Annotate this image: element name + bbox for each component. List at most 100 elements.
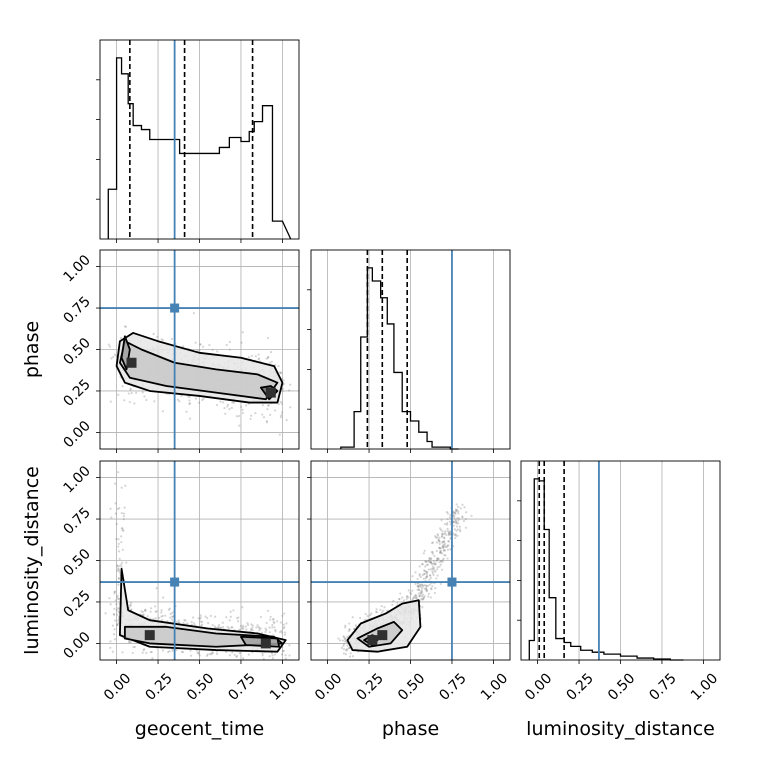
scatter-point bbox=[418, 565, 421, 568]
scatter-point bbox=[268, 631, 271, 634]
x-tick-label: 0.25 bbox=[564, 670, 597, 703]
scatter-point bbox=[228, 348, 231, 351]
scatter-point bbox=[464, 511, 468, 514]
scatter-point bbox=[434, 563, 437, 566]
scatter-point bbox=[436, 557, 439, 560]
scatter-point bbox=[215, 626, 218, 629]
scatter-point bbox=[258, 627, 261, 630]
scatter-point bbox=[141, 610, 145, 614]
scatter-point bbox=[279, 372, 283, 375]
scatter-point bbox=[345, 649, 348, 652]
scatter-point bbox=[268, 655, 271, 658]
scatter-point bbox=[241, 331, 244, 334]
scatter-point bbox=[210, 662, 212, 664]
scatter-point bbox=[113, 613, 116, 616]
scatter-point bbox=[425, 575, 428, 579]
scatter-point bbox=[423, 569, 426, 572]
scatter-point bbox=[228, 627, 231, 630]
scatter-point bbox=[436, 557, 439, 560]
scatter-point bbox=[121, 548, 124, 551]
scatter-point bbox=[359, 616, 362, 620]
scatter-point bbox=[232, 401, 235, 404]
scatter-point bbox=[281, 614, 284, 617]
scatter-point bbox=[228, 340, 231, 344]
scatter-point bbox=[348, 628, 351, 631]
scatter-point bbox=[452, 520, 455, 523]
scatter-point bbox=[225, 665, 227, 667]
pair-content bbox=[104, 471, 291, 667]
scatter-point bbox=[337, 637, 340, 640]
scatter-point bbox=[423, 572, 426, 576]
scatter-point bbox=[353, 627, 356, 631]
scatter-point bbox=[114, 512, 117, 515]
scatter-point bbox=[430, 541, 434, 545]
scatter-point bbox=[253, 665, 255, 667]
x-tick-label: 0.00 bbox=[101, 670, 134, 703]
scatter-point bbox=[454, 521, 457, 524]
scatter-point bbox=[430, 557, 433, 560]
scatter-point bbox=[415, 595, 418, 598]
scatter-point bbox=[206, 616, 209, 620]
scatter-point bbox=[444, 554, 447, 557]
scatter-point bbox=[440, 534, 444, 538]
marginal-panel-luminosity_distance: 0.00 0.25 0.50 0.75 1.00 bbox=[517, 460, 721, 704]
scatter-point bbox=[235, 617, 239, 620]
x-tick-label: 0.50 bbox=[395, 670, 428, 703]
scatter-point bbox=[219, 626, 222, 630]
scatter-point bbox=[261, 413, 264, 416]
density-peak bbox=[377, 630, 388, 641]
scatter-point bbox=[447, 532, 451, 535]
scatter-point bbox=[383, 606, 386, 609]
scatter-point bbox=[169, 616, 172, 619]
x-axis-label-phase: phase bbox=[382, 718, 439, 740]
scatter-point bbox=[241, 664, 243, 666]
scatter-point bbox=[280, 411, 284, 414]
scatter-point bbox=[431, 570, 434, 573]
scatter-point bbox=[255, 663, 257, 665]
scatter-point bbox=[116, 569, 119, 572]
scatter-point bbox=[420, 589, 423, 592]
scatter-point bbox=[232, 609, 235, 612]
scatter-point bbox=[445, 533, 448, 537]
scatter-point bbox=[432, 566, 435, 569]
scatter-point bbox=[441, 530, 444, 533]
scatter-point bbox=[252, 663, 254, 665]
scatter-point bbox=[226, 625, 229, 629]
scatter-point bbox=[417, 584, 420, 588]
density-peak bbox=[144, 630, 155, 641]
scatter-point bbox=[129, 604, 132, 607]
scatter-point bbox=[342, 644, 345, 647]
x-tick-label: 1.00 bbox=[478, 670, 511, 703]
scatter-point bbox=[192, 616, 195, 619]
scatter-point bbox=[188, 402, 191, 406]
scatter-point bbox=[255, 626, 258, 629]
scatter-point bbox=[249, 417, 252, 421]
scatter-point bbox=[189, 662, 191, 664]
scatter-point bbox=[431, 567, 434, 570]
scatter-point bbox=[257, 357, 261, 360]
x-tick-label: 0.50 bbox=[184, 670, 217, 703]
scatter-point bbox=[448, 531, 451, 535]
scatter-point bbox=[430, 562, 433, 565]
scatter-point bbox=[414, 582, 417, 585]
scatter-point bbox=[407, 596, 410, 599]
scatter-point bbox=[114, 619, 117, 622]
scatter-point bbox=[369, 613, 372, 617]
scatter-point bbox=[265, 357, 268, 360]
scatter-point bbox=[446, 530, 450, 533]
scatter-point bbox=[131, 651, 134, 655]
scatter-point bbox=[107, 343, 110, 346]
scatter-point bbox=[258, 629, 261, 632]
scatter-point bbox=[417, 592, 420, 595]
scatter-point bbox=[121, 385, 124, 388]
scatter-point bbox=[228, 408, 231, 411]
scatter-point bbox=[211, 348, 214, 351]
scatter-point bbox=[442, 546, 445, 550]
scatter-point bbox=[270, 360, 273, 363]
scatter-point bbox=[425, 571, 428, 574]
panel-border bbox=[310, 460, 511, 661]
scatter-point bbox=[201, 345, 205, 348]
scatter-point bbox=[259, 627, 262, 630]
scatter-point bbox=[123, 506, 126, 509]
scatter-point bbox=[418, 574, 421, 577]
